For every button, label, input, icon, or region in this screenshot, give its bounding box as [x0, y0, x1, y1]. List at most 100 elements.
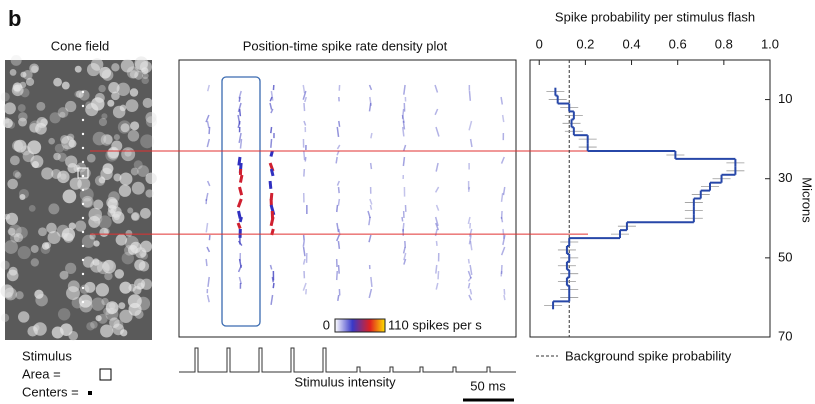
cone	[30, 258, 39, 267]
spike-density	[434, 108, 439, 116]
cone	[3, 287, 17, 301]
spike-density	[336, 150, 340, 156]
center-dot	[81, 132, 85, 136]
cone	[115, 234, 128, 246]
cone	[92, 258, 100, 266]
colorbar-tick: 0	[323, 317, 330, 332]
spike-density	[302, 282, 307, 291]
plot-frame	[529, 59, 771, 338]
cone	[98, 215, 112, 229]
spike-density	[402, 120, 406, 130]
spike-density	[337, 186, 340, 194]
spike-density	[303, 102, 306, 112]
spike-density	[435, 162, 439, 172]
cone	[69, 177, 82, 190]
cone	[112, 105, 126, 119]
cone	[82, 197, 93, 208]
cone	[109, 317, 120, 329]
cone	[75, 90, 84, 99]
spike-density	[206, 246, 211, 253]
spike-density	[206, 180, 211, 187]
y-axis-title: Microns	[800, 177, 815, 223]
spike-density	[237, 240, 243, 247]
spike-density	[208, 126, 211, 135]
cone	[48, 203, 60, 215]
cone	[129, 88, 139, 97]
cone	[67, 133, 75, 141]
spike-density	[369, 198, 373, 205]
cone	[17, 311, 30, 323]
cone	[48, 137, 55, 145]
x-tick-label: 0.6	[669, 36, 687, 51]
area-icon	[99, 368, 112, 381]
cone	[100, 134, 113, 146]
cone	[92, 131, 107, 146]
spike-density	[236, 198, 243, 208]
cone	[15, 226, 28, 239]
cone	[102, 163, 114, 175]
cone	[125, 99, 139, 113]
spike-density	[469, 264, 473, 275]
cone	[12, 170, 21, 178]
cone	[81, 195, 94, 208]
stimulus-title: Stimulus	[22, 348, 72, 363]
colorbar	[334, 318, 386, 333]
spike-density	[468, 294, 473, 301]
spike-density	[469, 240, 473, 251]
cone	[9, 69, 17, 76]
cone	[10, 54, 22, 66]
spike-density	[500, 192, 504, 202]
cone	[116, 82, 130, 96]
cone	[27, 140, 42, 155]
y-tick-label: 10	[778, 91, 792, 106]
cone	[121, 147, 136, 162]
spike-density	[435, 204, 440, 211]
spike-density	[337, 294, 340, 302]
cone	[107, 146, 120, 159]
cone	[47, 231, 61, 245]
cone	[13, 232, 24, 243]
cone	[0, 260, 10, 270]
spike-density	[205, 258, 208, 267]
x-tick-label: 0.2	[576, 36, 594, 51]
cone	[31, 65, 39, 73]
cone	[101, 297, 109, 306]
cone	[134, 259, 146, 271]
cone	[10, 233, 20, 243]
stimulus-centers: Centers =	[22, 384, 79, 399]
center-dot	[81, 188, 85, 192]
spike-density	[205, 192, 209, 202]
spike-density	[303, 120, 307, 126]
cone	[62, 189, 77, 204]
spike-density	[401, 114, 405, 123]
cone	[145, 116, 157, 128]
cone	[57, 308, 71, 321]
spike-density	[402, 246, 406, 254]
highlight-box	[221, 76, 261, 327]
cone	[142, 97, 153, 109]
cone	[14, 172, 22, 179]
spike-density	[238, 216, 243, 223]
spike-density	[469, 138, 473, 148]
cone	[60, 134, 70, 144]
cone	[89, 233, 96, 240]
cone	[131, 212, 139, 221]
cone	[130, 212, 140, 221]
cone	[19, 193, 26, 201]
spike-density	[303, 150, 306, 161]
cone	[107, 99, 115, 107]
cone	[120, 123, 130, 133]
center-dot	[81, 174, 85, 178]
cone	[119, 281, 132, 294]
cone	[0, 313, 10, 322]
spike-density	[500, 156, 505, 164]
spike-density	[336, 144, 341, 150]
spike-density	[370, 132, 373, 139]
cone	[8, 266, 18, 276]
spike-density	[403, 258, 407, 265]
cone	[33, 322, 47, 336]
spike-density	[207, 276, 210, 287]
spike-density	[239, 138, 243, 149]
cone	[7, 178, 18, 190]
spike-density	[269, 192, 274, 200]
